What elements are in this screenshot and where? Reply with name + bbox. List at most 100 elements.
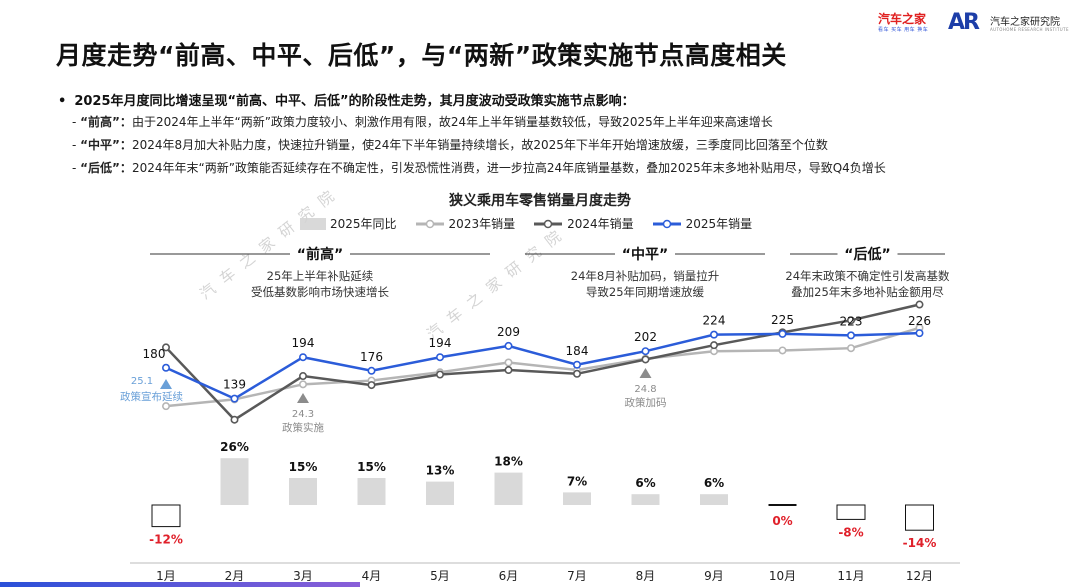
series-point: [778, 346, 787, 355]
summary-point-text: 由于2024年上半年“两新”政策力度较小、刺激作用有限，故24年上半年销量基数较…: [131, 115, 773, 129]
series-point: [846, 316, 855, 325]
summary-main-bullet: • 2025年月度同比增速呈现“前高、中平、后低”的阶段性走势，其月度波动受政策实…: [58, 90, 635, 109]
series-point: [367, 366, 376, 375]
series-point: [367, 381, 376, 390]
policy-date-label: 24.3: [292, 409, 314, 420]
summary-point-key: “中平”：: [80, 138, 132, 152]
summary-point-key: “后低”：: [80, 161, 132, 175]
yoy-bar-label: 6%: [704, 476, 724, 490]
x-tick-label: 11月: [837, 569, 864, 583]
phase-label: “中平”: [622, 246, 668, 263]
series-2025-value-label: 226: [908, 314, 931, 328]
summary-point-text: 2024年8月加大补贴力度，快速拉升销量，使24年下半年销量持续增长，故2025…: [131, 138, 828, 152]
yoy-bar-label: -12%: [149, 533, 183, 547]
phase-note: 24年8月补贴加码，销量拉升: [571, 269, 719, 283]
policy-annotation-label: 政策实施: [282, 421, 324, 434]
phase-label: “后低”: [844, 246, 890, 263]
autohome-logo-sub: 看车 买车 用车 换车: [878, 27, 929, 33]
x-tick-label: 3月: [293, 569, 313, 583]
series-2025-value-label: 184: [566, 344, 589, 358]
legend-item-2025: 2025年销量: [652, 215, 753, 232]
legend-label: 2025年同比: [330, 217, 397, 231]
yoy-bar-label: -8%: [838, 525, 863, 539]
bottom-accent-bar: [0, 582, 360, 587]
series-point: [504, 366, 513, 375]
yoy-bar: [836, 504, 866, 520]
policy-annotation-label: 政策宣布延续: [120, 390, 183, 403]
series-point: [709, 341, 718, 350]
series-point: [778, 329, 787, 338]
yoy-bar: [563, 492, 591, 505]
yoy-bar-label: 26%: [220, 440, 249, 454]
x-tick-label: 6月: [499, 569, 519, 583]
series-point: [298, 372, 307, 381]
legend-label: 2024年销量: [567, 217, 634, 231]
legend-item-2024: 2024年销量: [533, 215, 634, 232]
yoy-bar: [631, 494, 660, 505]
series-point: [162, 363, 171, 372]
x-tick-label: 12月: [906, 569, 933, 583]
yoy-bar-label: 18%: [494, 455, 523, 469]
x-tick-label: 10月: [769, 569, 796, 583]
yoy-bar: [494, 472, 523, 505]
legend-line-2023-icon: [415, 219, 444, 228]
x-tick-label: 9月: [704, 569, 724, 583]
series-point: [915, 300, 924, 309]
series-point: [162, 402, 171, 411]
series-point: [641, 355, 650, 364]
policy-marker-icon: [160, 379, 172, 389]
legend-bar-swatch: [300, 217, 326, 230]
yoy-bar: [289, 478, 317, 505]
x-tick-label: 2月: [225, 569, 245, 583]
autohome-logo: 汽车之家 看车 买车 用车 换车: [878, 12, 938, 38]
legend-item-yoy: 2025年同比: [300, 215, 397, 232]
x-tick-label: 4月: [362, 569, 382, 583]
series-2025-value-label: 194: [292, 336, 315, 350]
legend-label: 2025年销量: [685, 217, 753, 231]
series-point: [230, 415, 239, 424]
series-line-2025: [165, 331, 920, 401]
series-point: [230, 394, 239, 403]
chart-legend: 2025年同比 2023年销量 2024年销量 2025年销量: [300, 215, 752, 232]
series-point: [846, 344, 855, 353]
phase-note: 受低基数影响市场快速增长: [251, 285, 389, 299]
series-line-2023: [165, 326, 920, 408]
summary-point-1: - “前高”：由于2024年上半年“两新”政策力度较小、刺激作用有限，故24年上…: [72, 115, 773, 129]
research-institute-name: 汽车之家研究院: [990, 17, 1060, 28]
series-2025-value-label: 225: [771, 313, 794, 327]
yoy-bar: [700, 494, 728, 505]
research-institute-sub: AUTOHOME RESEARCH INSTITUTE: [990, 27, 1069, 32]
series-2025-value-label: 194: [429, 336, 452, 350]
series-point: [298, 380, 307, 389]
autohome-logo-text: 汽车之家: [878, 12, 927, 26]
phase-note: 25年上半年补贴延续: [267, 269, 374, 283]
yoy-bar-label: 0%: [772, 514, 792, 528]
legend-line-2024-icon: [534, 219, 563, 228]
phase-note: 叠加25年末多地补贴金额用尽: [791, 285, 944, 299]
x-tick-label: 8月: [636, 569, 656, 583]
x-tick-label: 7月: [567, 569, 587, 583]
bullet-dot-icon: •: [58, 94, 67, 109]
series-point: [641, 347, 650, 356]
policy-date-label: 25.1: [131, 376, 153, 387]
x-tick-label: 5月: [430, 569, 450, 583]
summary-main-text: 2025年月度同比增速呈现“前高、中平、后低”的阶段性走势，其月度波动受政策实施…: [74, 94, 635, 109]
yoy-bar-label: 7%: [567, 474, 587, 488]
yoy-bar: [357, 478, 386, 505]
summary-point-text: 2024年年末“两新”政策能否延续存在不确定性，引发恐慌性消费，进一步拉高24年…: [131, 161, 886, 175]
series-point: [709, 330, 718, 339]
legend-label: 2023年销量: [448, 217, 516, 231]
legend-item-2023: 2023年销量: [415, 215, 516, 232]
series-point: [572, 369, 581, 378]
page-title: 月度走势“前高、中平、后低”，与“两新”政策实施节点高度相关: [56, 41, 787, 70]
yoy-bar-label: -14%: [903, 536, 937, 550]
series-point: [504, 341, 513, 350]
policy-annotation-label: 政策加码: [625, 396, 667, 409]
policy-marker-icon: [297, 393, 309, 403]
series-point: [504, 358, 513, 367]
yoy-bar-label: 6%: [635, 476, 655, 490]
summary-point-3: - “后低”：2024年年末“两新”政策能否延续存在不确定性，引发恐慌性消费，进…: [72, 161, 886, 175]
x-tick-label: 1月: [156, 569, 176, 583]
yoy-bar-label: 15%: [357, 460, 386, 474]
yoy-bar: [905, 504, 934, 531]
